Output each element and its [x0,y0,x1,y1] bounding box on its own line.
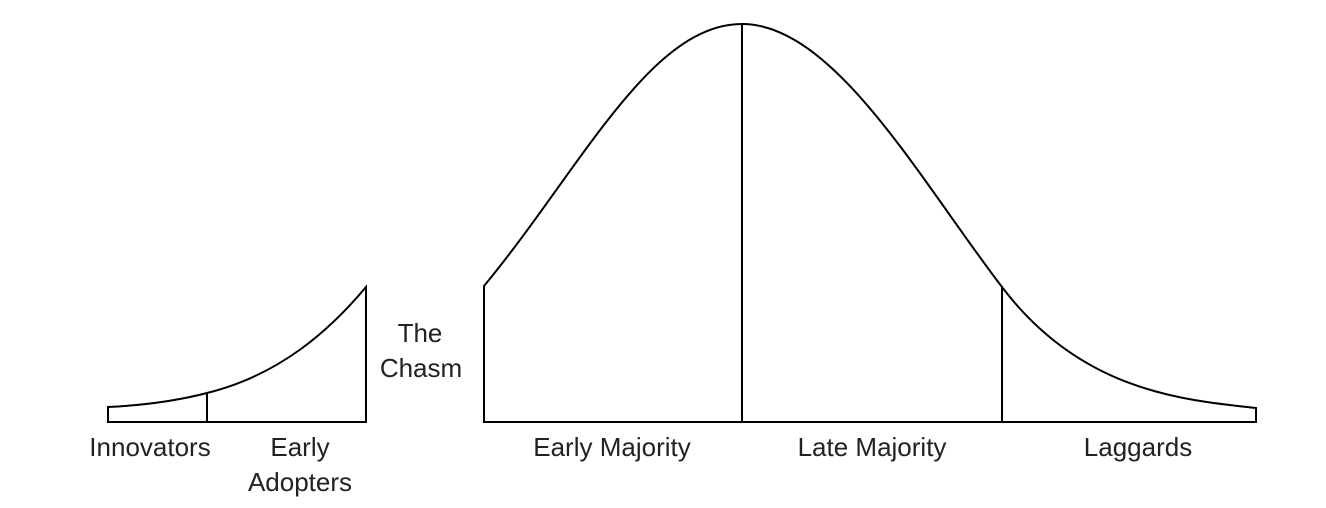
left-curve-section [107,284,367,423]
right-curve-section [483,22,1257,423]
early-majority-label: Early Majority [533,432,690,462]
late-majority-label: Late Majority [798,432,947,462]
laggards-label: Laggards [1084,432,1192,462]
innovators-label: Innovators [89,432,210,462]
chasm-label-line2: Chasm [380,353,462,383]
early-adopters-label-line2: Adopters [248,467,352,497]
chasm-label-line1: The [398,318,443,348]
early-adopters-label-line1: Early [270,432,329,462]
